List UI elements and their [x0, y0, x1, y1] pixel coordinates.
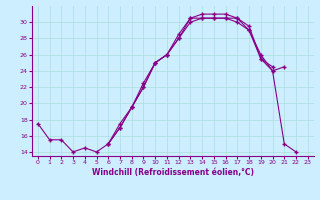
X-axis label: Windchill (Refroidissement éolien,°C): Windchill (Refroidissement éolien,°C)	[92, 168, 254, 177]
